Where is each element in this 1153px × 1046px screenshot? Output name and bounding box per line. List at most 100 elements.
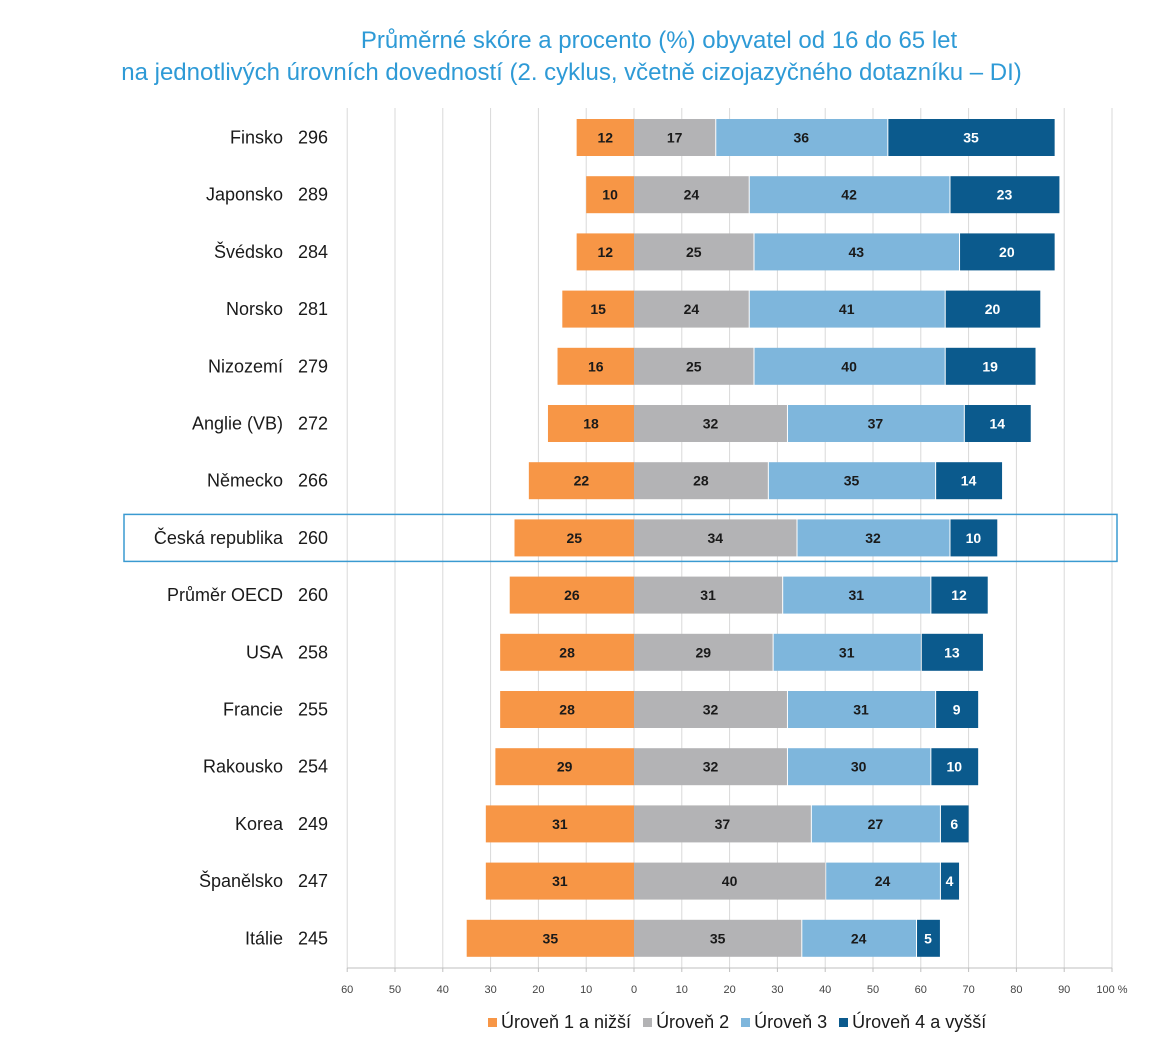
score-label: 284 bbox=[298, 242, 328, 262]
data-label-level1: 12 bbox=[598, 130, 614, 146]
data-label-level3: 36 bbox=[794, 130, 810, 146]
bar-level1 bbox=[562, 290, 634, 328]
bar-level1 bbox=[485, 862, 634, 900]
data-label-level3: 40 bbox=[841, 358, 857, 374]
data-label-level1: 25 bbox=[566, 530, 582, 546]
category-label: Německo bbox=[207, 471, 283, 491]
data-label-level2: 17 bbox=[667, 130, 683, 146]
data-label-level1: 31 bbox=[552, 873, 568, 889]
bar-level3 bbox=[787, 691, 936, 728]
data-label-level3: 27 bbox=[868, 816, 884, 832]
legend-label-level1: Úroveň 1 a nižší bbox=[501, 1012, 632, 1032]
data-label-level3: 31 bbox=[839, 644, 855, 660]
legend-item-level1: Úroveň 1 a nižší bbox=[488, 1012, 631, 1033]
data-label-level1: 16 bbox=[588, 358, 604, 374]
score-label: 245 bbox=[298, 928, 328, 948]
data-label-level3: 31 bbox=[848, 587, 864, 603]
bar-level1 bbox=[500, 633, 634, 671]
data-label-level3: 37 bbox=[868, 416, 884, 432]
bar-level2 bbox=[634, 405, 787, 442]
data-label-level2: 34 bbox=[707, 530, 723, 546]
data-label-level1: 26 bbox=[564, 587, 580, 603]
bar-level2 bbox=[634, 176, 749, 214]
legend-swatch-level2 bbox=[643, 1018, 653, 1027]
legend-label-level2: Úroveň 2 bbox=[656, 1012, 730, 1032]
category-label: Nizozemí bbox=[208, 356, 283, 376]
bar-level2 bbox=[634, 290, 749, 328]
data-label-level1: 22 bbox=[574, 473, 590, 489]
data-label-level3: 24 bbox=[851, 930, 867, 946]
bar-level2 bbox=[634, 748, 787, 786]
bar-level4 bbox=[945, 347, 1036, 385]
data-label-level1: 29 bbox=[557, 759, 573, 775]
data-label-level3: 24 bbox=[875, 873, 891, 889]
chart-title-line-1: Průměrné skóre a procento (%) obyvatel o… bbox=[360, 27, 958, 54]
x-tick-label: 30 bbox=[484, 984, 496, 996]
bar-level3 bbox=[811, 805, 940, 843]
data-label-level1: 31 bbox=[552, 816, 568, 832]
category-label: Rakousko bbox=[203, 757, 283, 777]
bar-level3 bbox=[787, 405, 964, 442]
bar-level3 bbox=[754, 233, 960, 271]
bar-level1 bbox=[528, 462, 634, 500]
x-tick-label: 10 bbox=[580, 984, 592, 996]
bar-level4 bbox=[921, 633, 983, 671]
legend-swatch-level4 bbox=[839, 1018, 849, 1027]
x-tick-label: 20 bbox=[723, 984, 735, 996]
x-tick-label: 60 bbox=[341, 984, 353, 996]
data-label-level4: 10 bbox=[946, 759, 962, 775]
bar-level4 bbox=[888, 119, 1055, 156]
x-tick-label: 100 % bbox=[1096, 984, 1127, 996]
data-label-level4: 5 bbox=[924, 930, 932, 946]
bar-level4 bbox=[936, 691, 979, 728]
bar-level3 bbox=[787, 748, 931, 786]
data-label-level3: 41 bbox=[839, 301, 855, 317]
bar-level2 bbox=[634, 233, 754, 271]
bar-level2 bbox=[634, 862, 826, 900]
bar-level1 bbox=[586, 176, 634, 214]
score-label: 281 bbox=[298, 299, 328, 319]
data-label-level2: 24 bbox=[684, 187, 700, 203]
category-label: Finsko bbox=[230, 128, 283, 148]
bar-level3 bbox=[754, 347, 945, 385]
bar-level4 bbox=[950, 519, 998, 557]
bar-level1 bbox=[557, 347, 634, 385]
data-label-level1: 15 bbox=[590, 301, 606, 317]
score-label: 260 bbox=[298, 528, 328, 548]
score-label: 279 bbox=[298, 356, 328, 376]
bar-level3 bbox=[783, 576, 931, 614]
x-tick-label: 10 bbox=[676, 984, 688, 996]
bar-level2 bbox=[634, 119, 716, 156]
legend-swatch-level3 bbox=[741, 1018, 751, 1027]
bar-level2 bbox=[634, 805, 811, 843]
score-label: 260 bbox=[298, 585, 328, 605]
score-label: 272 bbox=[298, 414, 328, 434]
category-label: Švédsko bbox=[214, 241, 283, 262]
bar-level4 bbox=[960, 233, 1055, 271]
bar-level4 bbox=[931, 576, 988, 614]
score-label: 254 bbox=[298, 757, 328, 777]
legend-label-level3: Úroveň 3 bbox=[754, 1012, 828, 1032]
bar-level1 bbox=[576, 233, 634, 271]
data-label-level4: 14 bbox=[961, 473, 977, 489]
data-label-level2: 25 bbox=[686, 244, 702, 260]
score-label: 258 bbox=[298, 642, 328, 662]
legend-item-level4: Úroveň 4 a vyšší bbox=[839, 1012, 986, 1033]
data-label-level4: 6 bbox=[950, 816, 958, 832]
bar-level3 bbox=[768, 462, 936, 500]
x-tick-label: 40 bbox=[437, 984, 449, 996]
data-label-level4: 23 bbox=[997, 187, 1013, 203]
chart-title-line-2: na jednotlivých úrovních dovedností (2. … bbox=[121, 59, 1022, 86]
bar-level4 bbox=[950, 176, 1060, 214]
category-label: Průměr OECD bbox=[167, 585, 283, 605]
bar-level2 bbox=[634, 576, 783, 614]
data-label-level1: 18 bbox=[583, 416, 599, 432]
data-label-level2: 32 bbox=[703, 759, 719, 775]
x-tick-label: 40 bbox=[819, 984, 831, 996]
data-label-level1: 35 bbox=[543, 930, 559, 946]
data-label-level2: 32 bbox=[703, 702, 719, 718]
bar-level3 bbox=[826, 862, 940, 900]
bar-level3 bbox=[716, 119, 888, 156]
x-tick-label: 50 bbox=[389, 984, 401, 996]
